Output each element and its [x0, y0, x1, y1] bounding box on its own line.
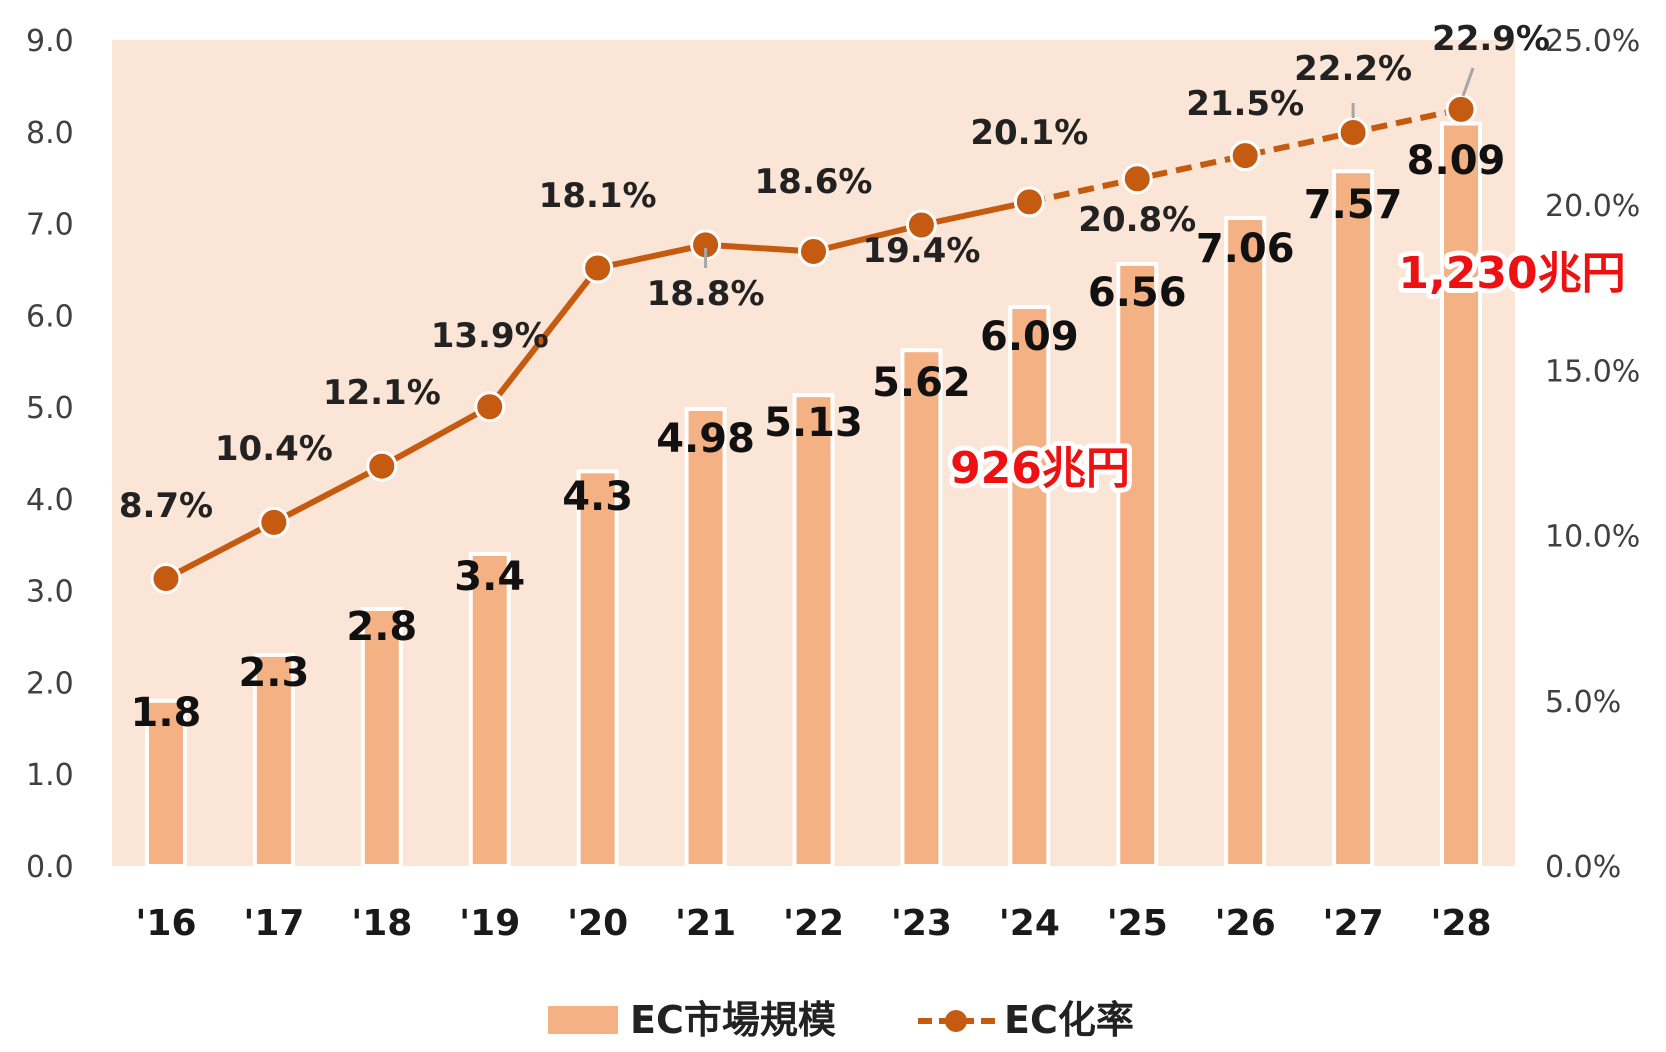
leader-line: [1461, 67, 1475, 97]
left-tick-label: 9.0: [26, 24, 74, 59]
bar-12: [1440, 121, 1483, 869]
left-tick-label: 7.0: [26, 208, 74, 243]
left-tick-label: 4.0: [26, 483, 74, 518]
right-tick-label: 20.0%: [1545, 189, 1640, 224]
line-point-8: [1013, 186, 1045, 218]
bar-6: [792, 393, 835, 868]
bar-data-label: 6.56: [1088, 270, 1187, 316]
total-callout: 1,230兆円: [1398, 248, 1625, 299]
legend: EC市場規模 EC化率: [548, 998, 1134, 1042]
left-tick-label: 1.0: [26, 758, 74, 793]
callouts: 926兆円 1,230兆円: [945, 243, 1631, 499]
x-axis: '16 '17 '18 '19 '20 '21 '22 '23 '24 '25 '26 '27 '28: [135, 903, 1491, 944]
x-tick-label: '23: [891, 903, 952, 944]
bar-data-label: 1.8: [131, 690, 202, 736]
total-callout: 926兆円: [950, 443, 1130, 494]
left-axis: 0.0 1.0 2.0 3.0 4.0 5.0 6.0 7.0 8.0 9.0: [26, 24, 74, 885]
x-tick-label: '26: [1215, 903, 1276, 944]
line-data-label: 13.9%: [431, 316, 549, 356]
line-data-label: 8.7%: [119, 486, 213, 526]
right-tick-label: 0.0%: [1545, 850, 1621, 885]
legend-line-marker: [945, 1010, 967, 1032]
left-tick-label: 6.0: [26, 299, 74, 334]
line-point-3: [474, 391, 506, 423]
bar-data-label: 4.98: [656, 416, 755, 462]
bar-data-label: 5.62: [872, 360, 971, 406]
left-tick-label: 8.0: [26, 116, 74, 151]
bar-11: [1332, 169, 1375, 868]
right-tick-label: 25.0%: [1545, 24, 1640, 59]
bar-data-label: 6.09: [980, 314, 1079, 360]
bar-data-label: 4.3: [562, 474, 633, 520]
bar-10: [1224, 216, 1267, 868]
right-tick-label: 15.0%: [1545, 354, 1640, 389]
bar-1: [252, 652, 295, 869]
line-data-label: 22.2%: [1294, 49, 1412, 89]
leader-lines: [704, 67, 1475, 268]
bar-2: [360, 607, 403, 868]
x-tick-label: '20: [567, 903, 628, 944]
line-point-9: [1121, 163, 1153, 195]
bar-data-label: 7.06: [1196, 226, 1295, 272]
line-data-label: 18.1%: [539, 176, 657, 216]
line-data-label: 20.1%: [970, 113, 1088, 153]
bar-8: [1008, 305, 1051, 869]
line-data-label: 20.8%: [1078, 200, 1196, 240]
x-tick-label: '27: [1323, 903, 1384, 944]
x-tick-label: '16: [135, 903, 196, 944]
x-tick-label: '25: [1107, 903, 1168, 944]
right-axis: 0.0% 5.0% 10.0% 15.0% 20.0% 25.0%: [1545, 24, 1640, 885]
line-point-0: [150, 563, 182, 595]
line-series: [150, 93, 1477, 595]
bar-series: [144, 121, 1483, 869]
bar-7: [900, 348, 943, 869]
line-data-labels: 8.7%10.4% 12.1% 13.9% 18.1% 18.8% 18.6% 19.4% 2…: [119, 19, 1550, 526]
right-tick-label: 10.0%: [1545, 520, 1640, 555]
x-tick-label: '18: [351, 903, 412, 944]
bar-data-label: 2.3: [238, 650, 309, 696]
right-tick-label: 5.0%: [1545, 685, 1621, 720]
line-data-label: 21.5%: [1186, 84, 1304, 124]
line-data-label: 18.6%: [755, 162, 873, 202]
left-tick-label: 5.0: [26, 391, 74, 426]
bar-data-label: 7.57: [1304, 182, 1403, 228]
bar-data-label: 5.13: [764, 400, 863, 446]
left-tick-label: 3.0: [26, 575, 74, 610]
line-point-1: [258, 506, 290, 538]
line-data-label: 12.1%: [323, 373, 441, 413]
bar-data-label: 8.09: [1407, 138, 1506, 184]
x-tick-label: '21: [675, 903, 736, 944]
bar-9: [1116, 261, 1159, 868]
line-data-label: 10.4%: [215, 429, 333, 469]
x-tick-label: '19: [459, 903, 520, 944]
line-point-10: [1229, 140, 1261, 172]
legend-line-label: EC化率: [1004, 998, 1134, 1042]
line-data-label: 19.4%: [862, 231, 980, 271]
x-tick-label: '24: [999, 903, 1060, 944]
bar-data-label: 3.4: [454, 554, 525, 600]
line-point-6: [798, 235, 829, 267]
bar-5: [684, 406, 727, 868]
bar-4: [576, 469, 619, 868]
line-point-2: [366, 450, 398, 482]
left-tick-label: 0.0: [26, 850, 74, 885]
line-point-11: [1337, 117, 1369, 149]
bar-0: [144, 698, 187, 868]
line-point-12: [1445, 93, 1477, 125]
bar-data-labels: 1.8 2.3 2.8 3.4 4.3 4.98 5.135.626.096.567.067…: [131, 138, 1506, 736]
x-tick-label: '17: [243, 903, 304, 944]
x-tick-label: '28: [1430, 903, 1491, 944]
bar-3: [468, 551, 511, 868]
legend-bar-swatch: [548, 1006, 618, 1034]
bar-data-label: 2.8: [346, 604, 417, 650]
line-point-7: [905, 209, 937, 241]
x-tick-label: '22: [783, 903, 844, 944]
line-data-label: 22.9%: [1432, 19, 1550, 59]
legend-bar-label: EC市場規模: [630, 998, 836, 1042]
line-point-4: [582, 252, 614, 284]
left-tick-label: 2.0: [26, 666, 74, 701]
line-data-label: 18.8%: [647, 274, 765, 314]
